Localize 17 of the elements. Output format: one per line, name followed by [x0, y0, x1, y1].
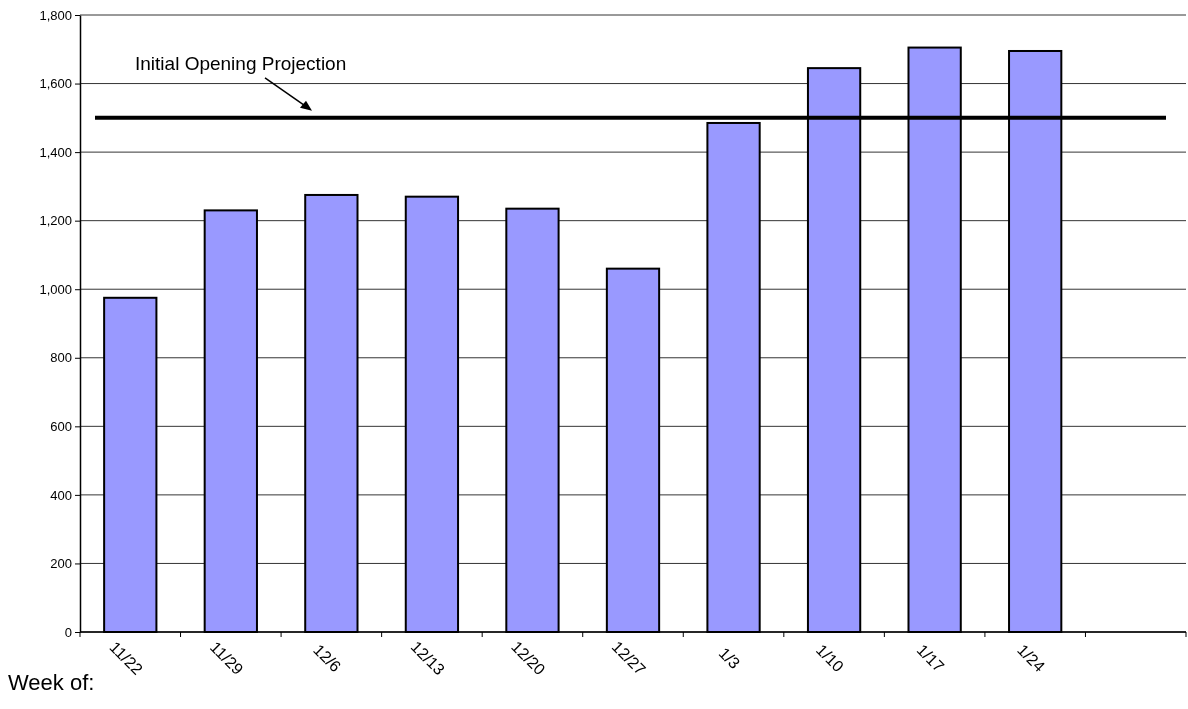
y-tick-label: 600 [50, 418, 72, 434]
x-tick-label: 1/3 [715, 644, 744, 673]
x-axis-title: Week of: [8, 670, 95, 695]
x-tick-label: 1/17 [913, 641, 948, 676]
y-tick-label: 800 [50, 350, 72, 366]
y-tick-label: 200 [50, 556, 72, 572]
y-tick-label: 1,400 [39, 144, 72, 160]
y-tick-label: 1,200 [39, 213, 72, 229]
y-tick-label: 1,600 [39, 76, 72, 92]
y-tick-label: 400 [50, 487, 72, 503]
ref-line-label: Initial Opening Projection [135, 52, 347, 74]
y-tick-label: 1,000 [39, 281, 72, 297]
y-tick-label: 0 [64, 624, 72, 640]
x-tick-label: 1/10 [812, 641, 848, 676]
x-tick-label: 1/24 [1014, 641, 1049, 676]
y-tick-label: 1,800 [39, 7, 72, 23]
x-tick-label: 12/6 [310, 641, 345, 676]
